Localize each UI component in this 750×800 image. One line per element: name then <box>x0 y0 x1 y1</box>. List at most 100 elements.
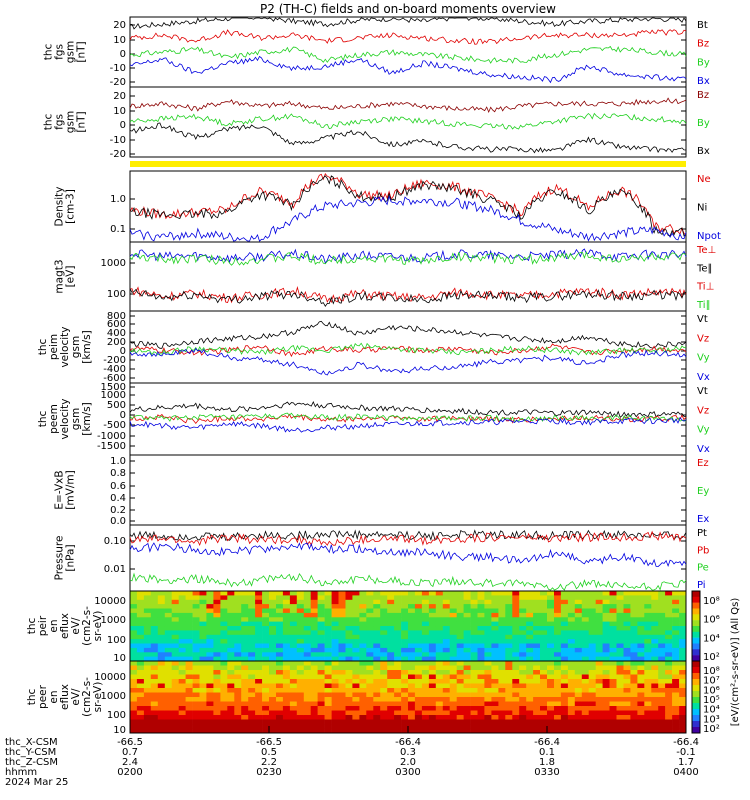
spectrogram-cell <box>199 701 207 707</box>
spectrogram-cell <box>470 639 478 644</box>
spectrogram-cell <box>581 647 590 653</box>
spectrogram-cell <box>185 688 193 693</box>
spectrogram-cell <box>130 617 138 622</box>
spectrogram-cell <box>463 670 471 675</box>
spectrogram-cell <box>366 634 374 640</box>
spectrogram-cell <box>143 639 152 644</box>
spectrogram-cell <box>630 647 638 653</box>
spectrogram-cell <box>421 724 430 729</box>
spectrogram-cell <box>310 630 318 636</box>
spectrogram-cell <box>262 591 270 596</box>
spectrogram-cell <box>408 617 416 622</box>
y-tick-label: 20 <box>113 20 126 31</box>
spectrogram-cell <box>255 661 263 666</box>
spectrogram-cell <box>192 643 200 649</box>
spectrogram-cell <box>157 679 166 684</box>
spectrogram-cell <box>623 612 631 618</box>
spectrogram-cell <box>199 599 207 605</box>
spectrogram-cell <box>602 683 610 689</box>
spectrogram-cell <box>672 724 680 729</box>
spectrogram-cell <box>672 652 680 657</box>
spectrogram-cell <box>498 701 506 707</box>
spectrogram-cell <box>456 701 464 707</box>
spectrogram-cell <box>456 643 464 649</box>
spectrogram-cell <box>164 599 173 605</box>
spectrogram-cell <box>526 634 534 640</box>
spectrogram-cell <box>547 706 555 711</box>
spectrogram-cell <box>470 701 478 707</box>
spectrogram-cell <box>310 697 318 702</box>
spectrogram-cell <box>359 692 367 698</box>
spectrogram-cell <box>380 595 388 601</box>
panel-ylabel: sr-eV) <box>92 682 104 713</box>
spectrogram-cell <box>248 715 256 720</box>
spectrogram-cell <box>387 612 395 618</box>
spectrogram-cell <box>644 621 652 627</box>
spectrogram-cell <box>289 715 298 720</box>
spectrogram-cell <box>338 608 346 614</box>
panel-ylabel: eflux <box>59 684 71 710</box>
panel-frame <box>129 86 687 158</box>
spectrogram-cell <box>665 595 673 601</box>
spectrogram-cell <box>554 697 562 702</box>
spectrogram-cell <box>227 634 235 640</box>
spectrogram-cell <box>505 670 513 675</box>
spectrogram-cell <box>262 639 270 644</box>
spectrogram-cell <box>463 719 471 725</box>
spectrogram-cell <box>206 683 214 689</box>
spectrogram-cell <box>498 621 506 627</box>
spectrogram-cell <box>463 674 471 680</box>
spectrogram-cell <box>324 656 332 662</box>
spectrogram-cell <box>345 643 353 649</box>
spectrogram-cell <box>505 626 513 631</box>
spectrogram-cell <box>435 612 444 618</box>
spectrogram-cell <box>554 701 562 707</box>
spectrogram-cell <box>345 692 353 698</box>
panel-ylabel: peim <box>48 334 60 360</box>
spectrogram-cell <box>644 630 652 636</box>
spectrogram-cell <box>387 701 395 707</box>
spectrogram-cell <box>157 604 166 609</box>
spectrogram-cell <box>484 617 492 622</box>
spectrogram-cell <box>289 674 298 680</box>
spectrogram-cell <box>449 643 457 649</box>
spectrogram-cell <box>262 643 270 649</box>
spectrogram-cell <box>178 617 186 622</box>
spectrogram-cell <box>630 683 638 689</box>
spectrogram-cell <box>185 604 193 609</box>
spectrogram-cell <box>359 639 367 644</box>
spectrogram-cell <box>616 634 624 640</box>
spectrogram-cell <box>623 697 631 702</box>
spectrogram-cell <box>665 683 673 689</box>
spectrogram-cell <box>276 679 284 684</box>
spectrogram-cell <box>408 591 416 596</box>
spectrogram-cell <box>512 728 520 734</box>
spectrogram-cell <box>178 656 186 662</box>
colorbar-swatch <box>692 673 700 680</box>
spectrogram-cell <box>533 679 541 684</box>
spectrogram-cell <box>658 643 666 649</box>
spectrogram-cell <box>602 639 610 644</box>
spectrogram-cell <box>470 728 478 734</box>
spectrogram-cell <box>338 647 346 653</box>
spectrogram-cell <box>248 608 256 614</box>
spectrogram-cell <box>519 599 527 605</box>
spectrogram-cell <box>463 652 471 657</box>
spectrogram-cell <box>262 728 270 734</box>
spectrogram-cell <box>540 679 548 684</box>
spectrogram-cell <box>136 665 145 671</box>
spectrogram-cell <box>637 719 645 725</box>
spectrogram-cell <box>512 697 520 702</box>
spectrogram-cell <box>428 715 437 720</box>
spectrogram-cell <box>491 683 499 689</box>
spectrogram-cell <box>533 634 541 640</box>
orbit-row-value: 0.3 <box>400 747 416 758</box>
spectrogram-cell <box>421 701 430 707</box>
spectrogram-cell <box>345 604 353 609</box>
spectrogram-cell <box>512 701 520 707</box>
spectrogram-cell <box>595 706 603 711</box>
spectrogram-cell <box>241 697 249 702</box>
spectrogram-cell <box>171 670 179 675</box>
spectrogram-cell <box>387 679 395 684</box>
spectrogram-cell <box>310 612 318 618</box>
